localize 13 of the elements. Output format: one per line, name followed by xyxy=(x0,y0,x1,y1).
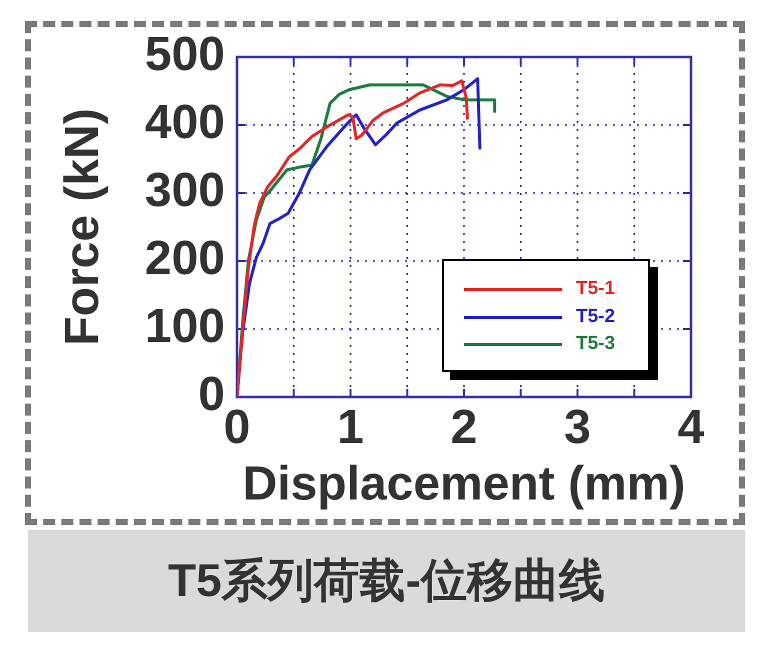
y-axis-title: Force (kN) xyxy=(56,108,110,346)
y-tick-label: 400 xyxy=(144,96,225,150)
y-tick-label: 200 xyxy=(144,232,225,286)
x-tick-label: 4 xyxy=(678,401,705,454)
x-tick-label: 2 xyxy=(450,401,478,454)
y-tick-label: 500 xyxy=(144,28,225,82)
x-tick-label: 1 xyxy=(337,401,364,454)
x-axis-title: Displacement (mm) xyxy=(242,457,686,510)
caption-band: T5系列荷载-位移曲线 xyxy=(28,530,745,632)
x-tick-label: 3 xyxy=(564,401,591,454)
y-tick-label: 0 xyxy=(198,368,225,422)
y-tick-label: 300 xyxy=(144,164,225,218)
y-tick-label: 100 xyxy=(144,300,225,354)
